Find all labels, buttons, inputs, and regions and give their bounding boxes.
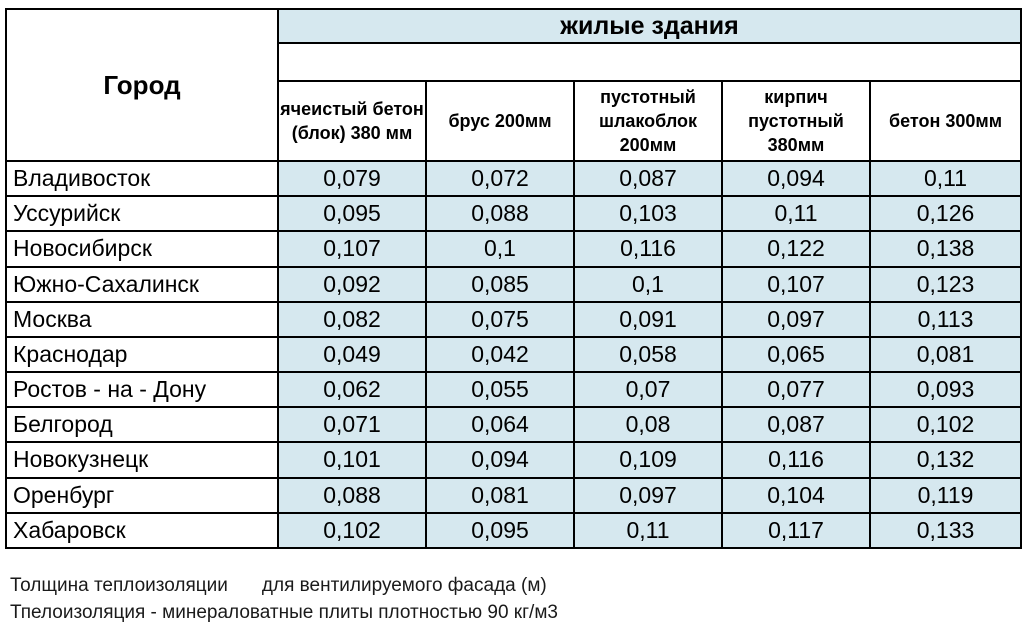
note-insulation-thickness: Толщина теплоизоляции [10, 575, 228, 596]
thickness-value-cell: 0,095 [425, 511, 575, 550]
column-header-aerated-concrete: ячеистый бетон (блок) 380 мм [277, 80, 427, 162]
blank-header-row [6, 42, 1023, 82]
thickness-value-cell: 0,122 [721, 230, 871, 268]
thickness-value-cell: 0,049 [277, 335, 427, 374]
thickness-value-cell: 0,079 [277, 159, 427, 198]
thickness-value-cell: 0,104 [721, 476, 871, 514]
thickness-value-cell: 0,117 [721, 511, 871, 550]
blank-header-cell [276, 42, 1023, 82]
note-line-1: Толщина теплоизоляции для вентилируемого … [10, 572, 558, 599]
thickness-value-cell: 0,1 [573, 265, 723, 303]
city-name-cell: Южно-Сахалинск [5, 265, 279, 303]
column-header-concrete: бетон 300мм [868, 80, 1023, 162]
thickness-value-cell: 0,088 [277, 476, 427, 514]
thickness-value-cell: 0,119 [868, 476, 1023, 514]
thickness-value-cell: 0,095 [277, 195, 427, 233]
thickness-value-cell: 0,082 [277, 300, 427, 338]
thickness-value-cell: 0,1 [425, 230, 575, 268]
thickness-value-cell: 0,07 [573, 371, 723, 409]
table-row: Белгород 0,071 0,064 0,08 0,087 0,102 [5, 406, 1023, 444]
thickness-value-cell: 0,107 [721, 265, 871, 303]
thickness-value-cell: 0,065 [721, 335, 871, 374]
city-name-cell: Новокузнецк [5, 441, 279, 479]
thickness-value-cell: 0,064 [425, 406, 575, 444]
thickness-value-cell: 0,08 [573, 406, 723, 444]
table-row: Владивосток 0,079 0,072 0,087 0,094 0,11 [5, 159, 1023, 198]
thickness-value-cell: 0,113 [868, 300, 1023, 338]
thickness-value-cell: 0,087 [573, 159, 723, 198]
thickness-value-cell: 0,102 [868, 406, 1023, 444]
table-row: Уссурийск 0,095 0,088 0,103 0,11 0,126 [5, 195, 1023, 233]
thickness-value-cell: 0,062 [277, 371, 427, 409]
insulation-thickness-table: Город жилые здания ячеистый бетон (блок)… [5, 8, 1023, 550]
city-name-cell: Оренбург [5, 476, 279, 514]
table-row: Оренбург 0,088 0,081 0,097 0,104 0,119 [5, 476, 1023, 514]
thickness-value-cell: 0,088 [425, 195, 575, 233]
thickness-value-cell: 0,055 [425, 371, 575, 409]
thickness-value-cell: 0,085 [425, 265, 575, 303]
note-line-2: Тпелоизоляция - минераловатные плиты пло… [10, 602, 558, 623]
thickness-value-cell: 0,11 [573, 511, 723, 550]
city-column-header: Город [5, 8, 279, 162]
residential-buildings-header: жилые здания [276, 8, 1023, 44]
thickness-value-cell: 0,058 [573, 335, 723, 374]
table-notes: Толщина теплоизоляции для вентилируемого … [10, 572, 558, 626]
thickness-value-cell: 0,042 [425, 335, 575, 374]
thickness-value-cell: 0,091 [573, 300, 723, 338]
thickness-value-cell: 0,126 [868, 195, 1023, 233]
note-ventilated-facade: для вентилируемого фасада (м) [261, 575, 547, 596]
thickness-value-cell: 0,102 [277, 511, 427, 550]
thickness-value-cell: 0,11 [868, 159, 1023, 198]
thickness-value-cell: 0,081 [425, 476, 575, 514]
thickness-value-cell: 0,092 [277, 265, 427, 303]
table-row: Новосибирск 0,107 0,1 0,116 0,122 0,138 [5, 230, 1023, 268]
thickness-value-cell: 0,116 [573, 230, 723, 268]
thickness-value-cell: 0,138 [868, 230, 1023, 268]
thickness-value-cell: 0,072 [425, 159, 575, 198]
thickness-value-cell: 0,094 [721, 159, 871, 198]
table-row: Южно-Сахалинск 0,092 0,085 0,1 0,107 0,123 [5, 265, 1023, 303]
thickness-value-cell: 0,103 [573, 195, 723, 233]
thickness-value-cell: 0,093 [868, 371, 1023, 409]
city-name-cell: Хабаровск [5, 511, 279, 550]
thickness-value-cell: 0,071 [277, 406, 427, 444]
column-header-hollow-brick: кирпич пустотный 380мм [721, 80, 871, 162]
thickness-value-cell: 0,107 [277, 230, 427, 268]
table-row: Новокузнецк 0,101 0,094 0,109 0,116 0,132 [5, 441, 1023, 479]
table-row: Хабаровск 0,102 0,095 0,11 0,117 0,133 [5, 511, 1023, 550]
city-name-cell: Владивосток [5, 159, 279, 198]
thickness-value-cell: 0,077 [721, 371, 871, 409]
table-row: Ростов - на - Дону 0,062 0,055 0,07 0,077 0,0… [5, 371, 1023, 409]
thickness-value-cell: 0,123 [868, 265, 1023, 303]
table-row: Краснодар 0,049 0,042 0,058 0,065 0,081 [5, 335, 1023, 374]
thickness-value-cell: 0,081 [868, 335, 1023, 374]
thickness-value-cell: 0,11 [721, 195, 871, 233]
column-header-timber: брус 200мм [425, 80, 575, 162]
city-name-cell: Новосибирск [5, 230, 279, 268]
thickness-value-cell: 0,087 [721, 406, 871, 444]
city-name-cell: Москва [5, 300, 279, 338]
thickness-value-cell: 0,132 [868, 441, 1023, 479]
thickness-value-cell: 0,116 [721, 441, 871, 479]
city-name-cell: Ростов - на - Дону [5, 371, 279, 409]
table-body: Владивосток 0,079 0,072 0,087 0,094 0,11 Уссур… [5, 159, 1023, 550]
city-name-cell: Уссурийск [5, 195, 279, 233]
city-name-cell: Белгород [5, 406, 279, 444]
thickness-value-cell: 0,075 [425, 300, 575, 338]
thickness-value-cell: 0,101 [277, 441, 427, 479]
thickness-value-cell: 0,097 [573, 476, 723, 514]
thickness-value-cell: 0,094 [425, 441, 575, 479]
thickness-value-cell: 0,109 [573, 441, 723, 479]
city-name-cell: Краснодар [5, 335, 279, 374]
thickness-value-cell: 0,097 [721, 300, 871, 338]
thickness-value-cell: 0,133 [868, 511, 1023, 550]
table-row: Москва 0,082 0,075 0,091 0,097 0,113 [5, 300, 1023, 338]
column-header-hollow-slag-block: пустотный шлакоблок 200мм [573, 80, 723, 162]
